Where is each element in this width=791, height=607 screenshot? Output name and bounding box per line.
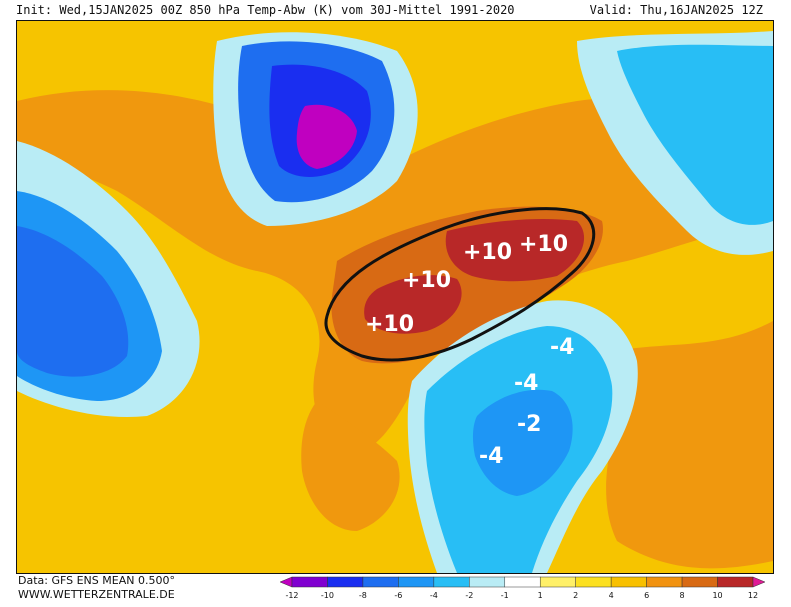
colorbar-swatch (575, 576, 612, 588)
header-init-title: Init: Wed,15JAN2025 00Z 850 hPa Temp-Abw… (16, 0, 515, 20)
colorbar-swatch (504, 576, 541, 588)
northeast-cold-blue (617, 44, 773, 225)
anomaly-label-plus10-b: +10 (402, 268, 451, 293)
anomaly-label-plus10-a: +10 (365, 312, 414, 337)
colorbar-tick-label: 6 (644, 591, 649, 600)
anomaly-label-plus10-c: +10 (463, 240, 512, 265)
colorbar-tick-label: -10 (321, 591, 334, 600)
colorbar-swatch (327, 576, 364, 588)
colorbar-swatch (539, 576, 576, 588)
valid-time: Valid: Thu,16JAN2025 12Z (589, 3, 763, 17)
map-footer: Data: GFS ENS MEAN 0.500° WWW.WETTERZENT… (0, 572, 791, 607)
colorbar-tick-label: -2 (465, 591, 473, 600)
colorbar-swatch (646, 576, 683, 588)
colorbar-swatch (433, 576, 470, 588)
westatlantic-cold-deep (17, 226, 129, 377)
anomaly-label-minus4-c: -4 (479, 444, 503, 469)
warm-southwest-orange (301, 401, 400, 531)
colorbar-tick-label: 2 (573, 591, 578, 600)
colorbar-swatch (398, 576, 435, 588)
colorbar-swatch (717, 576, 754, 588)
colorbar-swatch (279, 576, 293, 588)
colorbar-swatch (362, 576, 399, 588)
colorbar-tick-label: 10 (712, 591, 722, 600)
greenland-cold-purple (296, 104, 357, 169)
warm-core-red-a (445, 219, 585, 282)
chart-title: 850 hPa Temp-Abw (K) vom 30J-Mittel 1991… (189, 3, 515, 17)
colorbar-swatch (469, 576, 506, 588)
warm-east-orange (606, 321, 773, 569)
warm-anomaly-contour (324, 207, 596, 362)
anomaly-label-minus4-a: -4 (550, 335, 574, 360)
colorbar-swatch (681, 576, 718, 588)
init-time: Init: Wed,15JAN2025 00Z (16, 3, 183, 17)
website-label: WWW.WETTERZENTRALE.DE (18, 588, 175, 601)
anomaly-label-minus4-b: -4 (514, 371, 538, 396)
colorbar-swatch (752, 576, 766, 588)
anomaly-label-minus2: -2 (517, 412, 541, 437)
colorbar-tick-label: -8 (359, 591, 367, 600)
colorbar-tick-label: 12 (748, 591, 758, 600)
colorbar-tick-label: -1 (501, 591, 509, 600)
colorbar-tick-label: -4 (430, 591, 438, 600)
map-header: Init: Wed,15JAN2025 00Z 850 hPa Temp-Abw… (0, 0, 791, 20)
med-cold-deep (472, 389, 573, 496)
anomaly-map: +10 +10 +10 +10 -4 -4 -2 -4 (16, 20, 774, 574)
colorbar-swatch (610, 576, 647, 588)
data-source-label: Data: GFS ENS MEAN 0.500° (18, 574, 175, 587)
colorbar-tick-label: 4 (609, 591, 614, 600)
warm-core-red-b (364, 275, 462, 334)
colorbar-tick-label: -6 (394, 591, 402, 600)
colorbar-legend: -12 -10 -8 -6 -4 -2 -1 1 2 4 6 8 10 12 (279, 576, 766, 600)
anomaly-label-plus10-d: +10 (519, 232, 568, 257)
colorbar-tick-label: -12 (285, 591, 298, 600)
colorbar-tick-label: 8 (680, 591, 685, 600)
colorbar-tick-label: 1 (538, 591, 543, 600)
colorbar-swatch (291, 576, 328, 588)
